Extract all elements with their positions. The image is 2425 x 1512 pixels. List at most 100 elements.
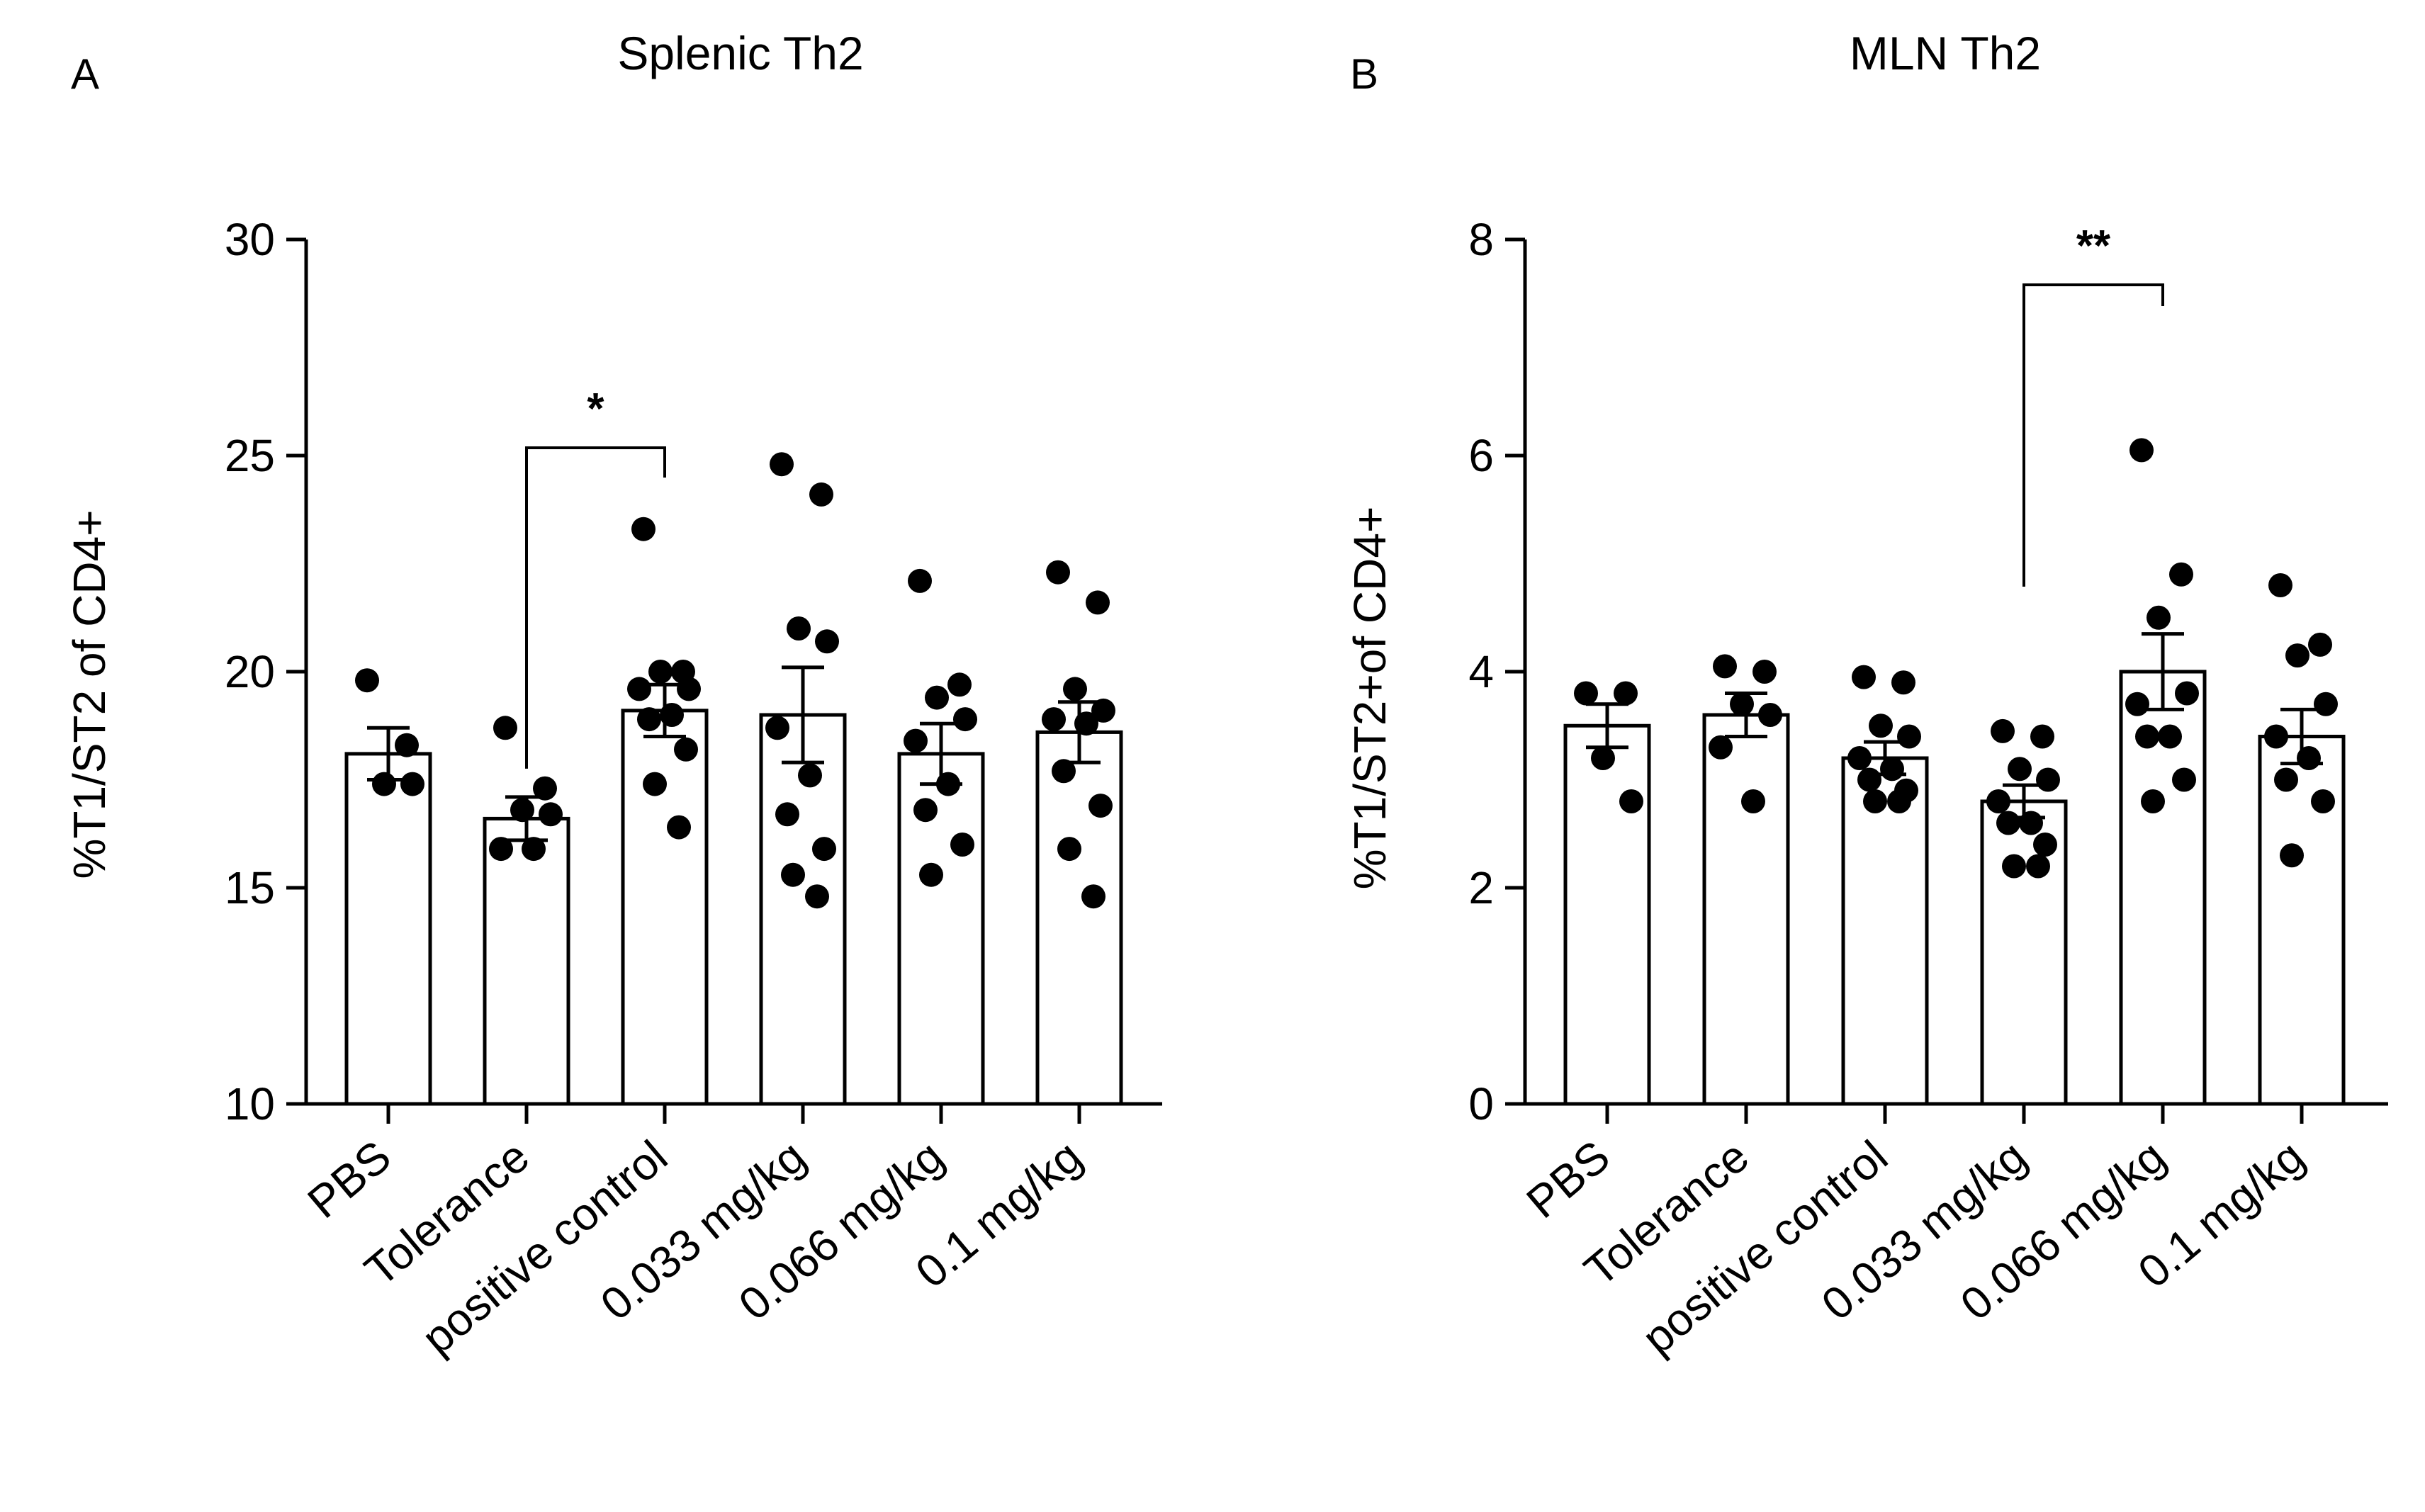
data-point xyxy=(631,517,656,541)
data-point xyxy=(643,772,667,796)
y-tick-label: 4 xyxy=(1468,646,1494,697)
y-tick-label: 25 xyxy=(225,430,275,481)
bar-6 xyxy=(1035,730,1123,1106)
data-point xyxy=(510,798,534,823)
bar-2 xyxy=(1702,713,1790,1106)
data-point xyxy=(677,677,701,701)
data-point xyxy=(936,772,960,796)
data-point xyxy=(1880,757,1904,782)
data-point xyxy=(1074,711,1098,736)
x-tick-label: positive control xyxy=(1633,1131,1897,1365)
bar-2 xyxy=(483,816,570,1106)
data-point xyxy=(1709,735,1733,760)
data-point xyxy=(1869,713,1893,738)
bar-5 xyxy=(897,752,985,1106)
data-point xyxy=(1758,703,1782,727)
data-point xyxy=(1752,660,1777,684)
data-point xyxy=(904,728,928,753)
data-point xyxy=(1847,746,1872,770)
data-point xyxy=(1713,654,1737,679)
data-point xyxy=(637,707,661,732)
data-point xyxy=(2030,724,2054,749)
data-point xyxy=(2019,811,2043,835)
data-point xyxy=(395,733,419,757)
bar-6 xyxy=(2258,735,2346,1106)
data-point xyxy=(493,716,517,740)
data-point xyxy=(1887,789,1911,813)
bar-1 xyxy=(344,752,432,1106)
data-point xyxy=(2172,767,2196,792)
data-point xyxy=(1091,698,1115,723)
data-point xyxy=(913,798,938,823)
data-point xyxy=(2158,724,2182,749)
panel-a: A Splenic Th2 %T1/ST2 of CD4+ 10 15 20 25 30… xyxy=(64,27,1162,1364)
panel-letter-a: A xyxy=(71,50,99,98)
data-point xyxy=(2147,605,2171,630)
data-point xyxy=(947,672,972,697)
data-point xyxy=(1081,884,1105,909)
data-point xyxy=(1741,789,1765,813)
y-tick-label: 15 xyxy=(225,862,275,913)
data-point xyxy=(1991,718,2015,743)
y-tick-label: 10 xyxy=(225,1078,275,1129)
y-tick-label: 8 xyxy=(1468,214,1494,265)
data-point xyxy=(2135,724,2159,749)
data-point xyxy=(1619,789,1643,813)
data-point xyxy=(1086,590,1110,615)
y-tick-label: 30 xyxy=(225,214,275,265)
data-point xyxy=(925,685,949,710)
data-point xyxy=(1046,560,1070,585)
data-point xyxy=(1730,692,1754,716)
data-point xyxy=(667,815,691,840)
data-point xyxy=(765,716,789,740)
data-point xyxy=(2285,643,2309,668)
data-point xyxy=(805,884,829,909)
data-point xyxy=(1591,746,1615,770)
x-tick-label: PBS xyxy=(298,1131,400,1228)
panel-a-y-axis-label: %T1/ST2 of CD4+ xyxy=(64,509,115,879)
data-point xyxy=(919,862,943,887)
data-point xyxy=(809,482,833,507)
data-point xyxy=(1897,724,1921,749)
data-point xyxy=(489,837,513,862)
y-tick-label: 20 xyxy=(225,646,275,697)
y-tick-label: 2 xyxy=(1468,862,1494,913)
data-point xyxy=(1574,681,1598,706)
data-point xyxy=(1891,670,1915,695)
data-point xyxy=(2002,854,2026,879)
data-point xyxy=(2274,767,2298,792)
data-point xyxy=(2311,789,2335,813)
data-point xyxy=(775,802,799,827)
data-point xyxy=(355,668,379,693)
significance-label: * xyxy=(587,385,604,434)
data-point xyxy=(1088,794,1113,818)
data-point xyxy=(953,707,977,732)
data-point xyxy=(781,862,805,887)
data-point xyxy=(1042,707,1066,732)
data-point xyxy=(2175,681,2199,706)
data-point xyxy=(648,660,673,684)
x-tick-label: PBS xyxy=(1517,1131,1619,1228)
data-point xyxy=(2264,724,2288,749)
data-point xyxy=(2314,692,2338,716)
y-tick-label: 6 xyxy=(1468,430,1494,481)
data-point xyxy=(2141,789,2165,813)
data-point xyxy=(2008,757,2032,782)
significance-label: ** xyxy=(2076,222,2111,271)
data-point xyxy=(1852,665,1876,689)
data-point xyxy=(660,703,684,727)
data-point xyxy=(787,616,811,641)
data-point xyxy=(1863,789,1887,813)
data-point xyxy=(2280,843,2304,868)
data-point xyxy=(2125,692,2149,716)
x-tick-label: positive control xyxy=(412,1131,677,1365)
significance-bracket xyxy=(525,446,666,769)
data-point xyxy=(1052,759,1076,784)
data-point xyxy=(372,772,396,796)
bar-3 xyxy=(621,709,709,1106)
data-point xyxy=(2169,562,2193,587)
significance-bracket xyxy=(2022,283,2164,587)
data-point xyxy=(522,837,546,862)
bar-3 xyxy=(1841,756,1929,1106)
